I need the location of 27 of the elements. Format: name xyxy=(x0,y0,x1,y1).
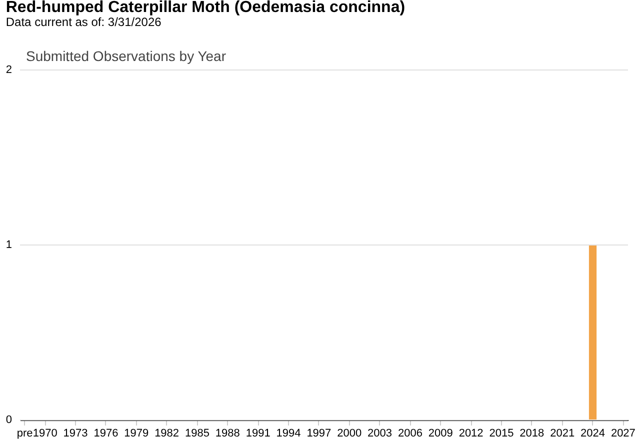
x-tick-label: pre xyxy=(16,428,33,440)
x-tick-label: 1994 xyxy=(276,428,301,440)
x-tick-label: 1988 xyxy=(215,428,240,440)
x-tick-label: 2027 xyxy=(610,428,636,440)
x-tick-label: 1976 xyxy=(94,428,118,440)
chart-subtitle: Data current as of: 3/31/2026 xyxy=(6,15,162,29)
x-tick-label: 1982 xyxy=(154,428,180,440)
x-tick-label: 2012 xyxy=(458,428,484,440)
x-tick-label: 2024 xyxy=(580,428,605,440)
y-tick-label: 0 xyxy=(6,414,12,426)
y-tick-label: 1 xyxy=(6,239,12,251)
x-tick-label: 2006 xyxy=(398,428,422,440)
x-tick-label: 1997 xyxy=(306,428,332,440)
y-tick-label: 2 xyxy=(6,64,12,76)
x-tick-label: 2018 xyxy=(520,428,544,440)
x-tick-label: 2015 xyxy=(489,428,514,440)
chart-title: Red-humped Caterpillar Moth (Oedemasia concinna) xyxy=(6,0,406,16)
text: Submitted Observations by Year xyxy=(26,48,226,64)
x-tick-label: 2021 xyxy=(550,428,575,440)
x-tick-label: 1973 xyxy=(63,428,88,440)
x-tick-label: 2003 xyxy=(368,428,392,440)
x-tick-label: 2000 xyxy=(337,428,362,440)
x-tick-label: 1979 xyxy=(124,428,149,440)
x-tick-label: 1970 xyxy=(32,428,58,440)
x-tick-label: 1985 xyxy=(184,428,210,440)
x-tick-label: 1991 xyxy=(246,428,270,440)
x-tick-label: 2009 xyxy=(428,428,453,440)
